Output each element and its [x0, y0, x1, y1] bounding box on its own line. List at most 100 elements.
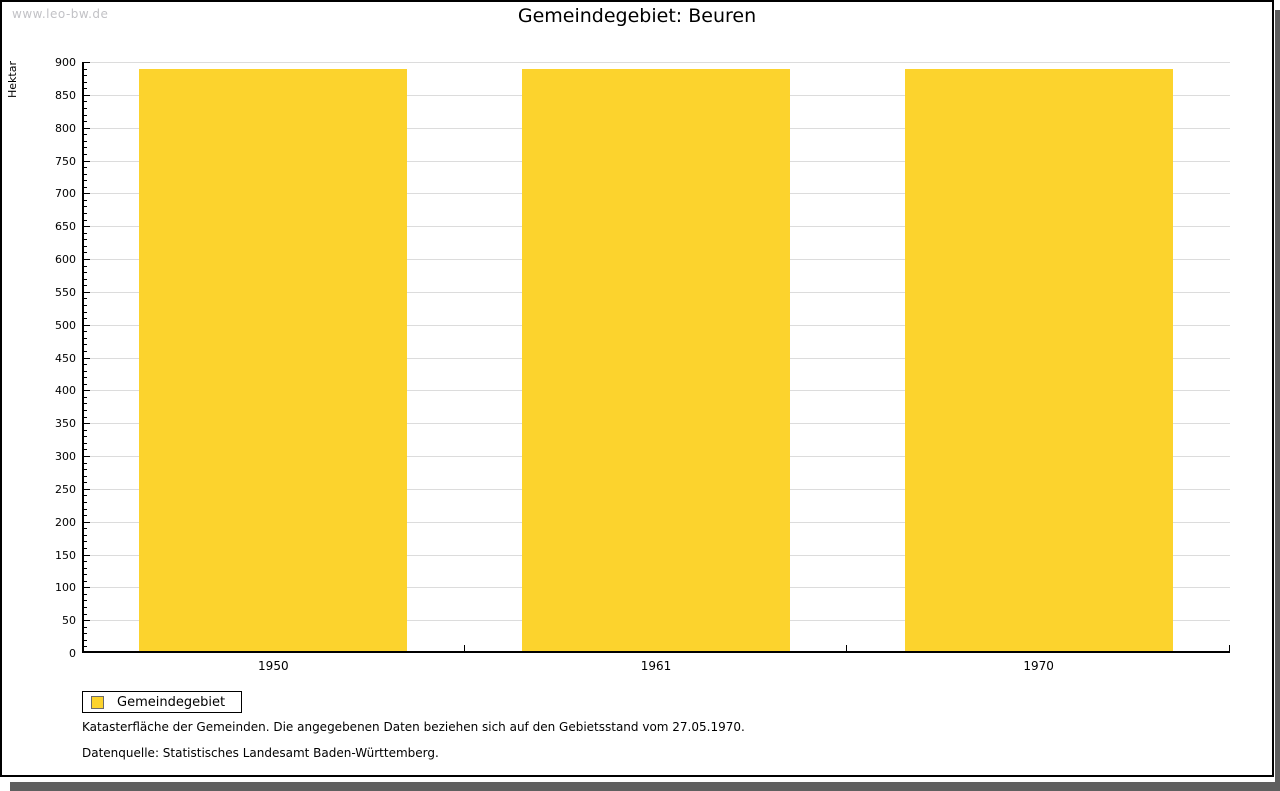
y-tick-label-400: 400	[55, 384, 76, 398]
x-tick-label-1950: 1950	[258, 659, 289, 673]
y-minor-tick-730	[82, 173, 87, 175]
y-major-tick-650	[82, 226, 90, 228]
y-tick-label-900: 900	[55, 56, 76, 69]
y-minor-tick-390	[82, 396, 87, 398]
y-minor-tick-490	[82, 331, 87, 333]
y-minor-tick-140	[82, 561, 87, 563]
y-major-tick-700	[82, 193, 90, 195]
x-tick-label-1970: 1970	[1023, 659, 1054, 673]
y-major-tick-50	[82, 620, 90, 622]
y-minor-tick-280	[82, 469, 87, 471]
y-minor-tick-10	[82, 646, 87, 648]
y-tick-label-650: 650	[55, 220, 76, 234]
y-tick-label-600: 600	[55, 253, 76, 266]
y-minor-tick-620	[82, 245, 87, 247]
bar-1970	[904, 68, 1173, 653]
y-minor-tick-340	[82, 429, 87, 431]
y-minor-tick-170	[82, 541, 87, 543]
footnote-source-note: Katasterfläche der Gemeinden. Die angege…	[82, 720, 745, 734]
y-tick-label-800: 800	[55, 121, 76, 135]
x-axis-line	[82, 651, 1230, 653]
y-minor-tick-90	[82, 593, 87, 595]
y-tick-label-350: 350	[55, 417, 76, 431]
footnotes: Katasterfläche der Gemeinden. Die angege…	[82, 720, 1182, 772]
y-minor-tick-590	[82, 265, 87, 267]
y-minor-tick-320	[82, 442, 87, 444]
y-minor-tick-220	[82, 508, 87, 510]
y-tick-label-750: 750	[55, 154, 76, 168]
y-major-tick-900	[82, 62, 90, 63]
y-minor-tick-240	[82, 495, 87, 497]
y-minor-tick-370	[82, 410, 87, 412]
legend: Gemeindegebiet	[82, 691, 243, 713]
y-minor-tick-610	[82, 252, 87, 254]
y-minor-tick-540	[82, 298, 87, 300]
y-minor-tick-270	[82, 475, 87, 477]
y-minor-tick-80	[82, 600, 87, 602]
y-major-tick-600	[82, 259, 90, 260]
panel-shadow-right	[1275, 10, 1280, 791]
y-minor-tick-780	[82, 140, 87, 142]
y-minor-tick-860	[82, 88, 87, 90]
y-tick-label-300: 300	[55, 450, 76, 463]
y-minor-tick-420	[82, 377, 87, 379]
y-minor-tick-580	[82, 272, 87, 274]
y-minor-tick-570	[82, 278, 87, 280]
y-minor-tick-120	[82, 574, 87, 576]
y-major-tick-250	[82, 488, 90, 490]
y-minor-tick-190	[82, 528, 87, 530]
x-tick-label-1961: 1961	[640, 659, 672, 673]
y-minor-tick-630	[82, 239, 87, 241]
y-minor-tick-670	[82, 213, 87, 215]
y-tick-label-250: 250	[55, 482, 76, 496]
y-tick-label-500: 500	[55, 318, 76, 332]
y-minor-tick-560	[82, 285, 87, 287]
y-minor-tick-530	[82, 304, 87, 306]
y-major-tick-850	[82, 94, 90, 96]
bar-1950	[139, 68, 408, 653]
y-minor-tick-470	[82, 344, 87, 346]
y-minor-tick-880	[82, 75, 87, 77]
y-minor-tick-840	[82, 101, 87, 103]
y-minor-tick-260	[82, 482, 87, 484]
gridline-y-900	[82, 62, 1230, 63]
y-tick-label-550: 550	[55, 285, 76, 299]
y-minor-tick-410	[82, 383, 87, 385]
footnote-data-source: Datenquelle: Statistisches Landesamt Bad…	[82, 746, 439, 760]
y-minor-tick-890	[82, 68, 87, 70]
y-minor-tick-180	[82, 534, 87, 536]
panel-shadow-bottom	[10, 782, 1280, 791]
y-minor-tick-460	[82, 350, 87, 352]
x-boundary-tick-2	[846, 645, 848, 651]
y-minor-tick-110	[82, 580, 87, 582]
y-major-tick-150	[82, 554, 90, 556]
y-minor-tick-70	[82, 607, 87, 609]
y-minor-tick-640	[82, 232, 87, 234]
x-boundary-tick-3	[1229, 645, 1230, 651]
y-minor-tick-690	[82, 199, 87, 201]
y-minor-tick-480	[82, 337, 87, 339]
y-minor-tick-380	[82, 403, 87, 405]
chart-title: Gemeindegebiet: Beuren	[517, 5, 757, 27]
y-tick-label-100: 100	[55, 581, 76, 595]
y-minor-tick-60	[82, 613, 87, 615]
y-tick-label-50: 50	[62, 614, 76, 628]
y-minor-tick-820	[82, 114, 87, 116]
y-tick-label-700: 700	[55, 187, 76, 201]
plot-area	[82, 62, 1230, 653]
y-minor-tick-310	[82, 449, 87, 451]
bar-1961	[522, 68, 790, 653]
y-tick-label-0: 0	[69, 647, 76, 660]
y-minor-tick-440	[82, 364, 87, 366]
y-minor-tick-40	[82, 626, 87, 628]
legend-swatch-icon	[91, 695, 104, 709]
y-tick-label-850: 850	[55, 88, 76, 102]
y-minor-tick-160	[82, 547, 87, 549]
y-major-tick-400	[82, 390, 90, 392]
y-minor-tick-740	[82, 167, 87, 169]
y-minor-tick-210	[82, 515, 87, 517]
y-minor-tick-870	[82, 81, 87, 83]
y-minor-tick-770	[82, 147, 87, 149]
y-minor-tick-680	[82, 206, 87, 208]
